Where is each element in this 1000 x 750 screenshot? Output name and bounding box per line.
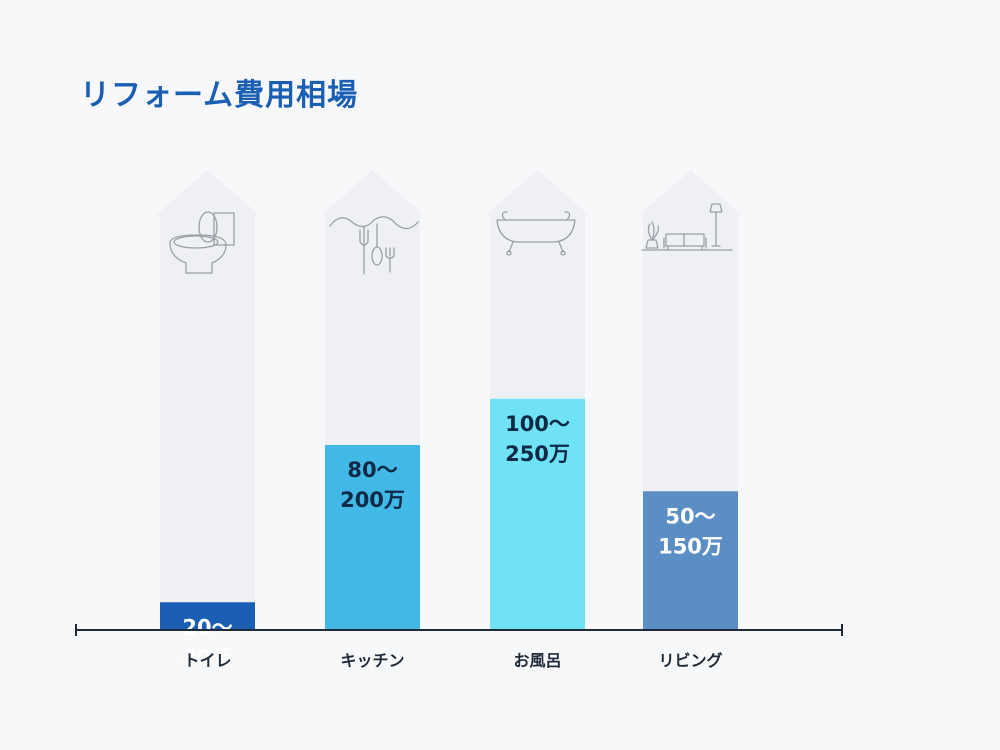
bar-background-0 xyxy=(156,170,259,630)
bar-value-label: 150万 xyxy=(658,534,723,558)
category-label: リビング xyxy=(658,651,722,670)
category-label: お風呂 xyxy=(513,651,561,670)
kitchen-utensils-icon xyxy=(329,216,419,275)
category-label: トイレ xyxy=(183,651,231,670)
bar-value-label: 80〜 xyxy=(347,458,397,482)
bar-value-label: 100〜 xyxy=(505,412,570,436)
bathtub-icon xyxy=(496,211,576,256)
bar-0 xyxy=(160,602,255,630)
living-room-icon xyxy=(641,203,733,251)
bar-value-label: 250万 xyxy=(505,442,570,466)
bar-value-label: 50〜 xyxy=(665,504,715,528)
bar-2 xyxy=(490,398,585,630)
bar-value-label: 30万 xyxy=(182,645,232,669)
chart-title: リフォーム費用相場 xyxy=(80,78,359,113)
bar-value-label: 20〜 xyxy=(182,615,232,639)
bar-1 xyxy=(325,445,420,630)
bar-3 xyxy=(643,491,738,630)
category-label: キッチン xyxy=(340,651,404,670)
toilet-icon xyxy=(169,211,235,274)
bar-value-label: 200万 xyxy=(340,488,405,512)
